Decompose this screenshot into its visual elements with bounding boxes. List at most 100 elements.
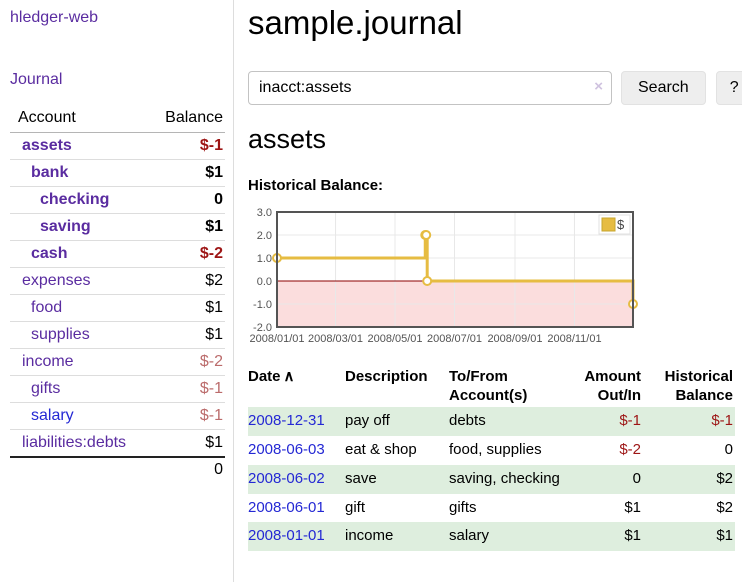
- main-content: sample.journal × Search ? assets Histori…: [234, 0, 742, 582]
- chart-title: Historical Balance:: [248, 176, 384, 194]
- register-row: 2008-06-02 save saving, checking 0 $2: [248, 464, 735, 494]
- account-row: supplies $1: [10, 321, 225, 349]
- transaction-balance: $-1: [711, 412, 733, 430]
- account-balance: $1: [146, 213, 225, 241]
- account-link[interactable]: gifts: [31, 380, 61, 397]
- account-row: income $-2: [10, 348, 225, 376]
- transaction-amount: $-2: [619, 441, 641, 459]
- sidebar: hledger-web Journal Account Balance asse…: [0, 0, 234, 582]
- register-header-date[interactable]: Date ∧: [248, 367, 295, 385]
- search-button[interactable]: Search: [621, 70, 706, 105]
- transaction-amount: $-1: [619, 412, 641, 430]
- transaction-amount: $1: [624, 527, 641, 545]
- account-row: assets $-1: [10, 132, 225, 160]
- account-balance: $2: [146, 267, 225, 295]
- account-row: checking 0: [10, 186, 225, 214]
- svg-text:0.0: 0.0: [257, 276, 272, 288]
- account-link[interactable]: supplies: [31, 326, 90, 343]
- account-link[interactable]: salary: [31, 407, 74, 424]
- transaction-balance: $1: [716, 527, 733, 545]
- register-header-row: Date ∧ Description To/From Account(s) Amo…: [248, 366, 735, 408]
- transaction-accounts: gifts: [449, 498, 477, 516]
- account-link[interactable]: food: [31, 299, 63, 316]
- register-header-description: Description: [345, 367, 428, 385]
- svg-text:2008/07/01: 2008/07/01: [427, 333, 482, 345]
- historical-balance-chart: 3.0 2.0 1.0 0.0 -1.0 -2.0 2008/01/01 2008/03/01…: [248, 207, 642, 351]
- account-balance: $1: [146, 294, 225, 322]
- svg-text:2008/11/01: 2008/11/01: [547, 333, 601, 345]
- transaction-balance: $2: [716, 498, 733, 516]
- transaction-accounts: saving, checking: [449, 469, 560, 487]
- svg-text:3.0: 3.0: [257, 207, 272, 219]
- account-balance: $-1: [146, 402, 225, 430]
- svg-text:2008/03/01: 2008/03/01: [308, 333, 363, 345]
- transaction-accounts: salary: [449, 527, 490, 545]
- account-link[interactable]: expenses: [22, 272, 91, 289]
- transaction-balance: 0: [724, 441, 733, 459]
- transaction-balance: $2: [716, 469, 733, 487]
- accounts-header-row: Account Balance: [10, 105, 225, 133]
- sidebar-item-journal[interactable]: Journal: [10, 71, 63, 88]
- transaction-date-link[interactable]: 2008-12-31: [248, 412, 325, 430]
- account-link[interactable]: liabilities:debts: [22, 434, 127, 451]
- svg-text:2008/09/01: 2008/09/01: [487, 333, 542, 345]
- account-link[interactable]: cash: [31, 245, 68, 262]
- account-balance: $-1: [146, 132, 225, 160]
- search-box: ×: [248, 70, 612, 105]
- sort-ascending-icon: ∧: [283, 367, 295, 385]
- transaction-date-link[interactable]: 2008-06-03: [248, 441, 325, 459]
- account-balance: $-2: [146, 348, 225, 376]
- register-row: 2008-12-31 pay off debts $-1 $-1: [248, 407, 735, 437]
- search-input[interactable]: [248, 70, 612, 105]
- svg-text:2008/01/01: 2008/01/01: [249, 333, 304, 345]
- svg-text:1.0: 1.0: [257, 253, 272, 265]
- account-balance: $1: [146, 429, 225, 458]
- transaction-accounts: food, supplies: [449, 441, 542, 459]
- accounts-total-value: 0: [214, 461, 223, 478]
- account-row: saving $1: [10, 213, 225, 241]
- transaction-description: save: [345, 469, 377, 487]
- account-balance: $-1: [146, 375, 225, 403]
- plot-border: [276, 210, 634, 328]
- account-balance: 0: [146, 186, 225, 214]
- transaction-date-link[interactable]: 2008-01-01: [248, 527, 325, 545]
- account-link[interactable]: assets: [22, 137, 72, 154]
- transaction-date-link[interactable]: 2008-06-01: [248, 498, 325, 516]
- account-heading: assets: [248, 123, 327, 154]
- transaction-description: gift: [345, 498, 366, 516]
- register-table: Date ∧ Description To/From Account(s) Amo…: [248, 366, 735, 552]
- account-link[interactable]: bank: [31, 164, 69, 181]
- register-header-accounts: To/From Account(s): [449, 367, 528, 404]
- brand-link[interactable]: hledger-web: [10, 9, 99, 26]
- help-button[interactable]: ?: [715, 70, 742, 105]
- accounts-header-account: Account: [10, 105, 147, 133]
- account-row: gifts $-1: [10, 375, 225, 403]
- svg-text:-2.0: -2.0: [253, 322, 272, 334]
- register-header-balance: Historical Balance: [664, 367, 733, 404]
- account-link[interactable]: saving: [40, 218, 91, 235]
- svg-text:2008/05/01: 2008/05/01: [367, 333, 422, 345]
- accounts-total-row: 0: [10, 457, 225, 483]
- transaction-amount: $1: [624, 498, 641, 516]
- transaction-amount: 0: [632, 469, 641, 487]
- svg-text:2.0: 2.0: [257, 230, 272, 242]
- clear-search-icon[interactable]: ×: [594, 77, 603, 95]
- legend-swatch: [601, 217, 616, 232]
- account-balance: $1: [146, 159, 225, 187]
- register-row: 2008-06-03 eat & shop food, supplies $-2 0: [248, 436, 735, 465]
- transaction-description: eat & shop: [345, 441, 417, 459]
- transaction-description: income: [345, 527, 394, 545]
- account-link[interactable]: income: [22, 353, 74, 370]
- account-row: cash $-2: [10, 240, 225, 268]
- chart-legend: $: [598, 214, 631, 235]
- svg-text:$: $: [617, 217, 625, 232]
- register-row: 2008-01-01 income salary $1 $1: [248, 522, 735, 552]
- account-row: food $1: [10, 294, 225, 322]
- account-link[interactable]: checking: [40, 191, 110, 208]
- register-row: 2008-06-01 gift gifts $1 $2: [248, 494, 735, 523]
- account-row: liabilities:debts $1: [10, 429, 225, 458]
- transaction-date-link[interactable]: 2008-06-02: [248, 469, 325, 487]
